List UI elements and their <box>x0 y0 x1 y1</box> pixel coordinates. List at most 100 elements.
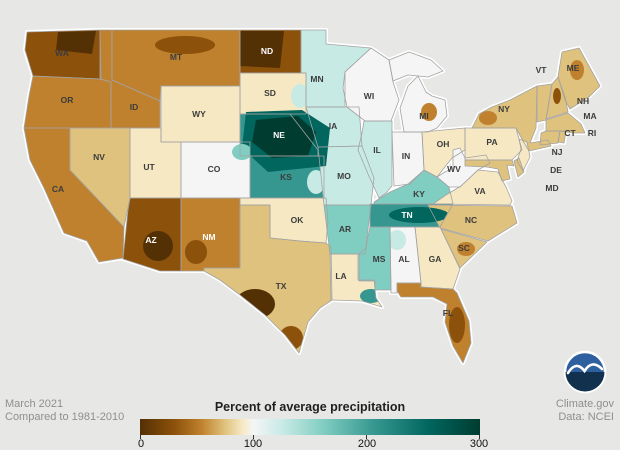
state-label-id: ID <box>130 102 139 112</box>
state-label-sd: SD <box>264 88 276 98</box>
noaa-gull-icon <box>566 363 604 375</box>
state-label-tx: TX <box>276 281 287 291</box>
state-label-sc: SC <box>458 243 470 253</box>
state-label-ks: KS <box>280 172 292 182</box>
state-co <box>181 142 250 198</box>
state-label-fl: FL <box>443 308 453 318</box>
state-label-wi: WI <box>364 91 374 101</box>
state-border-nj <box>516 138 531 172</box>
state-border-mi <box>399 75 448 133</box>
state-border-la <box>329 253 383 308</box>
state-border-ne <box>239 113 319 157</box>
state-label-la: LA <box>335 271 346 281</box>
legend-tickmark-0 <box>140 435 141 439</box>
state-label-wy: WY <box>192 109 206 119</box>
state-label-ia: IA <box>329 121 338 131</box>
region-western-new-york <box>479 111 497 125</box>
region-east-kansas-light <box>307 170 324 194</box>
state-border-tx <box>203 204 333 354</box>
period-label: March 2021 <box>5 398 64 410</box>
state-label-il: IL <box>373 145 381 155</box>
state-ok <box>240 198 328 243</box>
legend-tick-label: 200 <box>357 438 377 450</box>
state-label-tn: TN <box>401 210 412 220</box>
legend-tick-label: 300 <box>469 438 489 450</box>
state-label-nj: NJ <box>552 147 563 157</box>
state-wy <box>161 86 240 142</box>
state-ar <box>324 205 371 254</box>
region-northwest-alabama <box>390 230 406 250</box>
state-label-ne: NE <box>273 130 285 140</box>
state-label-in: IN <box>402 151 411 161</box>
state-label-ok: OK <box>291 215 305 225</box>
state-border-ny <box>471 85 552 152</box>
state-label-vt: VT <box>536 65 548 75</box>
state-label-ut: UT <box>143 162 155 172</box>
state-de <box>514 158 524 177</box>
state-border-sc <box>440 228 488 269</box>
state-label-ny: NY <box>498 104 510 114</box>
state-border-nc <box>427 204 518 242</box>
state-label-ma: MA <box>583 111 596 121</box>
state-label-az: AZ <box>145 235 156 245</box>
state-label-nd: ND <box>261 46 273 56</box>
state-label-ct: CT <box>564 128 576 138</box>
state-md <box>465 160 514 181</box>
state-label-co: CO <box>208 164 221 174</box>
state-ri <box>558 131 566 143</box>
state-border-va <box>432 169 513 206</box>
state-mi <box>400 76 447 132</box>
state-label-va: VA <box>474 186 485 196</box>
state-ky <box>374 170 453 204</box>
site-label: Climate.gov <box>555 398 614 410</box>
state-label-ga: GA <box>429 254 442 264</box>
state-label-mn: MN <box>310 74 323 84</box>
region-south-texas <box>279 326 303 350</box>
legend-tick-label: 0 <box>137 438 145 450</box>
state-border-mo <box>317 145 375 206</box>
state-ct <box>540 131 560 145</box>
data-source-label: Data: NCEI <box>558 411 614 423</box>
state-border-ar <box>323 204 372 255</box>
state-va <box>433 170 512 205</box>
region-southwest-new-mexico <box>185 240 207 264</box>
state-label-wa: WA <box>55 48 69 58</box>
state-il <box>358 121 392 198</box>
state-border-mi-upper <box>388 51 444 82</box>
state-border-fl <box>396 282 472 364</box>
state-label-al: AL <box>398 254 409 264</box>
us-precipitation-choropleth: WA OR CA NV ID MT WY UT CO AZ NM ND SD NE KS OK TX MN IA MO… <box>22 28 602 365</box>
state-nc <box>428 205 517 241</box>
state-mo <box>318 146 374 205</box>
state-label-mo: MO <box>337 171 351 181</box>
state-wi <box>343 48 399 121</box>
state-label-wv: WV <box>447 164 461 174</box>
legend-tickmark-300 <box>479 435 480 439</box>
legend-tickmark-100 <box>253 435 254 439</box>
state-border-sd <box>239 72 307 115</box>
state-label-mt: MT <box>170 52 183 62</box>
state-label-de: DE <box>550 165 562 175</box>
state-label-layer: WA OR CA NV ID MT WY UT CO AZ NM ND SD NE KS OK TX MN IA MO… <box>52 46 597 318</box>
climate-division-layer <box>56 31 584 350</box>
state-border-me <box>557 47 601 110</box>
region-east-south-dakota <box>291 84 306 108</box>
state-border-ri <box>557 130 567 144</box>
state-id <box>100 30 160 128</box>
region-new-hampshire-dry <box>553 88 561 104</box>
noaa-logo <box>563 350 607 394</box>
state-ga <box>415 227 460 289</box>
map-caption-left: March 2021 Compared to 1981-2010 <box>5 398 124 424</box>
state-pa <box>465 128 522 160</box>
state-border-nh <box>545 76 569 120</box>
state-border-md <box>464 159 515 182</box>
state-oh <box>422 128 465 177</box>
state-label-nm: NM <box>202 232 215 242</box>
state-label-me: ME <box>567 63 580 73</box>
legend-title: Percent of average precipitation <box>214 400 406 414</box>
region-lower-michigan-dry <box>421 103 437 121</box>
state-mn <box>301 30 371 107</box>
state-in <box>392 132 424 186</box>
state-ca <box>24 128 124 262</box>
